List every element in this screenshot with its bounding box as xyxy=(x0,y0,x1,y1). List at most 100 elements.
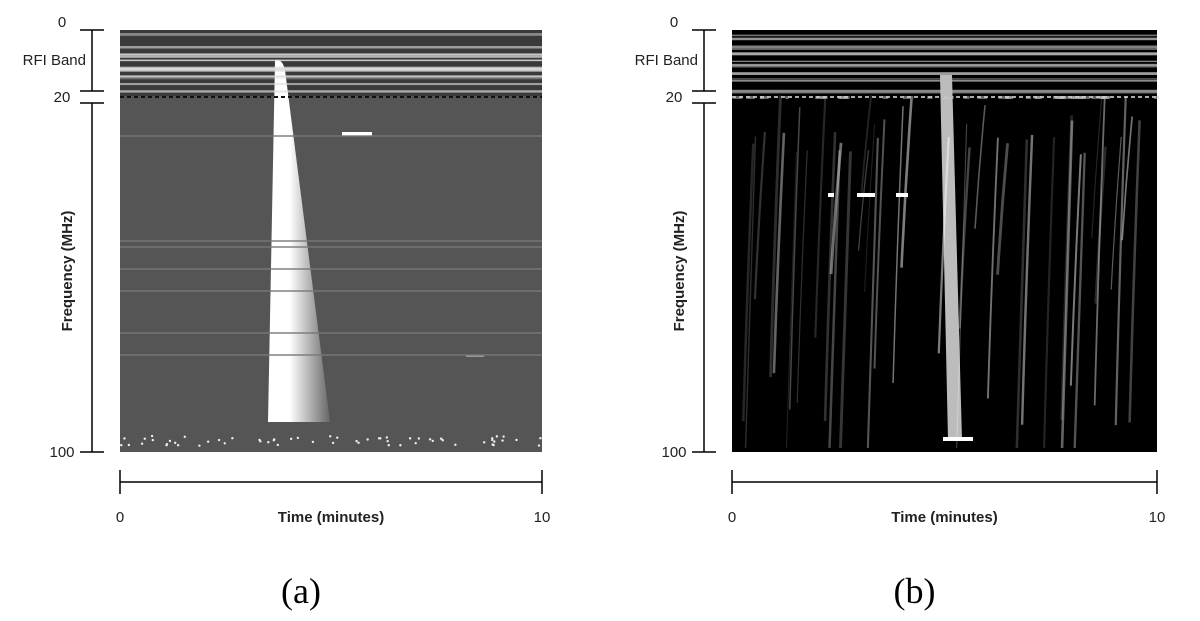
streak xyxy=(956,123,968,449)
rfi-stripe xyxy=(120,46,542,49)
speckle xyxy=(217,438,221,442)
artifact xyxy=(896,193,908,197)
rfi-stripe xyxy=(732,45,1157,49)
rfi-stripe xyxy=(732,47,1157,50)
speckle xyxy=(173,441,177,445)
streak xyxy=(785,151,798,449)
y-tick-label: 20 xyxy=(666,89,683,106)
caption: (b) xyxy=(894,571,936,611)
streak xyxy=(857,150,870,251)
speckle xyxy=(501,439,504,442)
rfi-region xyxy=(120,30,542,96)
streak xyxy=(742,143,755,422)
dot xyxy=(977,96,987,99)
speckle xyxy=(165,443,168,447)
dot xyxy=(882,96,889,99)
dot xyxy=(1078,96,1086,99)
speckle xyxy=(120,443,123,447)
dot xyxy=(1091,96,1100,99)
streak xyxy=(892,106,904,383)
streak xyxy=(1069,154,1082,386)
dot xyxy=(1099,96,1110,99)
panel-b: 0 20 100 RFI Band Frequency (MHz) 0 10 Time (mi… xyxy=(635,14,1166,611)
speckle xyxy=(355,439,358,443)
dot xyxy=(760,96,764,99)
streak xyxy=(866,137,879,449)
artifact xyxy=(943,437,973,441)
dot xyxy=(750,96,755,99)
rfi-stripe xyxy=(120,83,542,85)
streak xyxy=(1060,120,1074,449)
caption: (a) xyxy=(281,571,321,611)
streak xyxy=(1020,134,1034,425)
streak xyxy=(1015,139,1029,449)
streak xyxy=(1121,116,1133,241)
streak xyxy=(986,137,999,399)
band-label: RFI Band xyxy=(23,52,86,69)
speckle xyxy=(198,444,201,447)
speckle xyxy=(439,437,443,440)
rfi-stripe xyxy=(120,90,542,93)
stripe xyxy=(120,354,542,356)
rfi-stripe xyxy=(120,75,542,78)
streak xyxy=(1060,115,1074,421)
streak xyxy=(864,123,876,292)
streak xyxy=(829,142,843,275)
rfi-stripe xyxy=(732,65,1157,68)
streak xyxy=(772,132,786,374)
streak xyxy=(974,105,986,229)
streak xyxy=(1128,120,1141,423)
rfi-bracket xyxy=(692,29,716,92)
speckle xyxy=(408,437,412,440)
rfi-stripe xyxy=(732,34,1157,37)
x-tick-label: 10 xyxy=(534,509,551,526)
speckle xyxy=(336,436,339,439)
speckle xyxy=(482,441,486,444)
panel-a: 0 20 100 RFI Band Frequency (MHz) 0 10 Time (mi… xyxy=(23,14,551,611)
rfi-stripe xyxy=(120,83,542,86)
speckle xyxy=(331,441,335,445)
rfi-stripe xyxy=(732,52,1157,56)
rfi-stripe xyxy=(120,68,542,72)
dot xyxy=(1154,96,1159,99)
speckle xyxy=(414,441,417,445)
speckle xyxy=(150,434,154,438)
stripe xyxy=(120,290,542,292)
dot xyxy=(1034,96,1041,99)
speckle xyxy=(493,440,496,443)
speckle xyxy=(267,441,270,444)
speckle xyxy=(231,437,234,440)
streak xyxy=(900,98,913,268)
streak xyxy=(1093,98,1106,406)
rfi-stripe xyxy=(120,53,542,55)
speckle xyxy=(258,438,261,442)
streak xyxy=(769,95,782,378)
streak xyxy=(1073,152,1086,449)
dot xyxy=(1005,96,1012,99)
dot xyxy=(943,96,954,99)
x-tick-label: 10 xyxy=(1149,509,1166,526)
rfi-stripe xyxy=(120,59,542,62)
streak xyxy=(823,132,837,422)
speckle xyxy=(127,443,131,447)
dot xyxy=(1070,96,1080,99)
speckle xyxy=(491,443,494,446)
x-tick-label: 0 xyxy=(116,509,124,526)
band-label: RFI Band xyxy=(635,52,698,69)
rfi-stripe xyxy=(120,33,542,36)
y-axis-title: Frequency (MHz) xyxy=(59,211,76,332)
dot xyxy=(746,96,751,99)
speckle xyxy=(183,435,187,438)
x-tick-label: 0 xyxy=(728,509,736,526)
streak xyxy=(1094,146,1107,304)
speckle xyxy=(357,441,360,444)
time-bracket xyxy=(119,470,543,494)
x-axis-title: Time (minutes) xyxy=(278,509,384,526)
streak xyxy=(873,119,886,369)
streak xyxy=(860,95,873,198)
rfi-stripe xyxy=(120,67,542,71)
dot xyxy=(839,96,850,99)
freq-bracket xyxy=(80,102,104,453)
stripe xyxy=(120,246,542,248)
dot xyxy=(927,96,933,99)
